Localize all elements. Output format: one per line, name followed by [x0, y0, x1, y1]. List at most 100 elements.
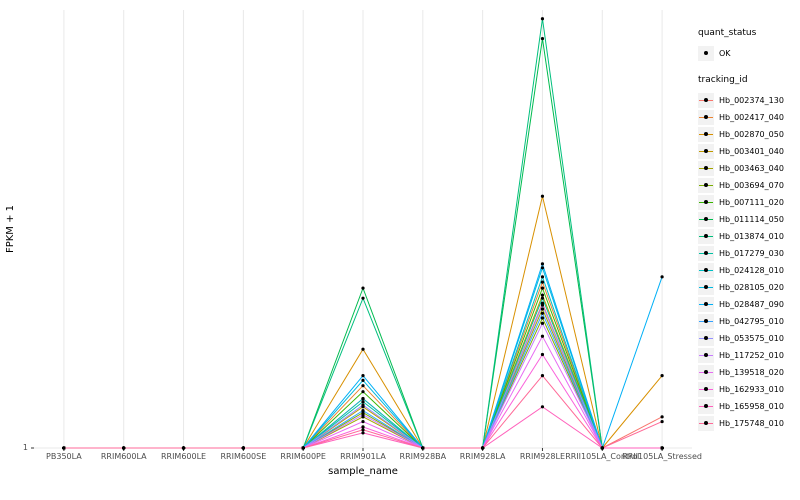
legend-item-label: Hb_117252_010	[719, 351, 784, 360]
data-point	[481, 446, 485, 450]
data-point	[540, 334, 545, 338]
data-point	[361, 390, 365, 394]
data-point	[660, 275, 664, 279]
legend-item-Hb_011114_050: Hb_011114_050	[698, 211, 798, 228]
legend-item-Hb_053575_010: Hb_053575_010	[698, 330, 798, 347]
line-key-icon	[698, 382, 714, 397]
point-symbol-icon	[698, 46, 714, 61]
data-point	[361, 415, 365, 419]
legend-item-Hb_013874_010: Hb_013874_010	[698, 228, 798, 245]
data-point	[361, 425, 365, 429]
data-point	[540, 275, 545, 279]
x-tick-label: RRIM600PE	[280, 452, 326, 461]
legend-item-Hb_002417_040: Hb_002417_040	[698, 109, 798, 126]
legend-item-label: Hb_013874_010	[719, 232, 784, 241]
legend-item-label: Hb_003694_070	[719, 181, 784, 190]
line-key-icon	[698, 246, 714, 261]
legend-item-label: Hb_165958_010	[719, 402, 784, 411]
legend-item-label: Hb_175748_010	[719, 419, 784, 428]
legend-item-label: Hb_028487_090	[719, 300, 784, 309]
line-key-icon	[698, 110, 714, 125]
legend-item-label: Hb_007111_020	[719, 198, 784, 207]
data-point	[540, 321, 545, 325]
data-point	[540, 307, 545, 311]
x-axis-title: sample_name	[328, 466, 398, 477]
x-tick-label: RRIM901LA	[340, 452, 386, 461]
data-point	[361, 419, 365, 424]
legend-item-Hb_028105_020: Hb_028105_020	[698, 279, 798, 296]
line-key-icon	[698, 195, 714, 210]
legend-item-label: Hb_024128_010	[719, 266, 784, 275]
line-key-icon	[698, 348, 714, 363]
data-point	[540, 316, 545, 320]
data-point	[361, 397, 365, 401]
legend-item-Hb_002374_130: Hb_002374_130	[698, 92, 798, 109]
y-axis-title: FPKM + 1	[5, 204, 16, 254]
data-point	[361, 296, 365, 300]
line-key-icon	[698, 161, 714, 176]
data-point	[361, 384, 365, 388]
data-point	[540, 352, 545, 357]
legend-item-label: Hb_162933_010	[719, 385, 784, 394]
data-point	[540, 36, 545, 41]
line-key-icon	[698, 263, 714, 278]
legend-item-label: Hb_002417_040	[719, 113, 784, 122]
legend-title-quant-status: quant_status	[698, 28, 757, 38]
x-tick-label: RRII105LA_Control	[565, 452, 640, 461]
data-point	[540, 405, 545, 409]
legend-item-Hb_139518_020: Hb_139518_020	[698, 364, 798, 381]
legend-item-Hb_175748_010: Hb_175748_010	[698, 415, 798, 432]
data-point	[540, 293, 545, 297]
line-key-icon	[698, 229, 714, 244]
data-point	[540, 311, 545, 315]
legend-item-ok: OK	[698, 45, 798, 62]
x-tick-label: RRIM928BA	[399, 452, 447, 461]
x-tick-label: RRIM928LE	[519, 452, 566, 461]
data-point	[540, 280, 545, 284]
legend: quant_status OK tracking_id Hb_002374_13…	[698, 28, 798, 432]
data-point	[660, 446, 664, 450]
data-point	[361, 374, 365, 378]
line-key-icon	[698, 297, 714, 312]
data-point	[660, 374, 664, 378]
data-point	[540, 296, 545, 300]
data-point	[122, 446, 126, 450]
data-point	[660, 415, 664, 419]
legend-item-Hb_003694_070: Hb_003694_070	[698, 177, 798, 194]
data-point	[660, 419, 664, 424]
data-point	[301, 446, 305, 450]
data-point	[421, 446, 425, 450]
data-point	[361, 428, 365, 432]
data-point	[540, 374, 545, 378]
legend-item-Hb_003463_040: Hb_003463_040	[698, 160, 798, 177]
x-tick-label: RRIM600LE	[160, 452, 207, 461]
legend-item-Hb_003401_040: Hb_003401_040	[698, 143, 798, 160]
line-key-icon	[698, 280, 714, 295]
data-point	[361, 378, 365, 382]
legend-item-Hb_117252_010: Hb_117252_010	[698, 347, 798, 364]
legend-title-tracking-id: tracking_id	[698, 75, 748, 85]
data-point	[540, 17, 545, 21]
data-point	[361, 408, 365, 413]
data-point	[540, 262, 545, 266]
line-key-icon	[698, 93, 714, 108]
data-point	[361, 400, 365, 404]
data-point	[62, 446, 66, 450]
data-point	[181, 446, 186, 450]
x-tick-label: PB350LA	[46, 452, 82, 461]
y-tick-label: 1	[22, 443, 28, 452]
line-key-icon	[698, 178, 714, 193]
legend-item-label: Hb_139518_020	[719, 368, 784, 377]
legend-item-label: Hb_011114_050	[719, 215, 784, 224]
line-key-icon	[698, 416, 714, 431]
legend-item-Hb_017279_030: Hb_017279_030	[698, 245, 798, 262]
legend-item-label: OK	[719, 49, 731, 58]
x-tick-label: RRIM600LA	[100, 452, 147, 461]
data-point	[540, 266, 545, 270]
data-point	[600, 446, 604, 450]
legend-item-label: Hb_017279_030	[719, 249, 784, 258]
x-tick-label: RRIM928LA	[459, 452, 506, 461]
data-point	[540, 303, 545, 307]
